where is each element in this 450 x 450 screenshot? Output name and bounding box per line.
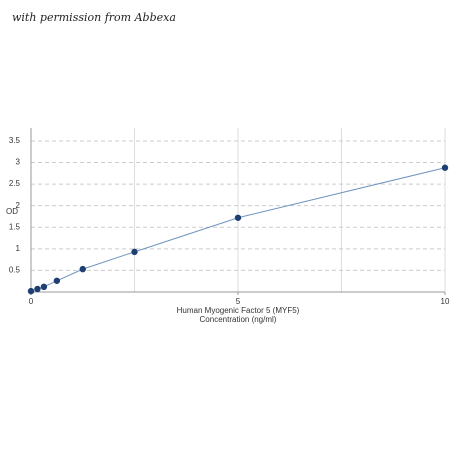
x-axis-label: Human Myogenic Factor 5 (MYF5) — [177, 306, 300, 315]
x-tick-label: 5 — [236, 297, 241, 306]
data-point — [131, 248, 138, 256]
y-tick-label: 2.5 — [9, 179, 21, 188]
y-tick-label: 2 — [16, 201, 21, 210]
data-point — [27, 287, 35, 295]
data-point — [53, 277, 61, 284]
x-tick-label: 0 — [29, 297, 34, 306]
y-tick-label: 3 — [16, 158, 21, 167]
data-point — [441, 164, 449, 171]
y-axis-label: OD — [6, 207, 18, 216]
data-point — [234, 214, 242, 221]
y-tick-label: 1 — [16, 244, 21, 253]
watermark: with permission from Abbexa — [12, 11, 176, 24]
data-point — [79, 265, 86, 273]
y-tick-label: 3.5 — [9, 136, 21, 145]
data-point — [40, 283, 48, 291]
y-tick-label: 0.5 — [9, 266, 21, 275]
y-tick-label: 1.5 — [9, 222, 21, 231]
data-point — [34, 285, 41, 293]
x-axis-label: Concentration (ng/ml) — [200, 315, 277, 324]
x-tick-label: 10 — [441, 297, 450, 306]
